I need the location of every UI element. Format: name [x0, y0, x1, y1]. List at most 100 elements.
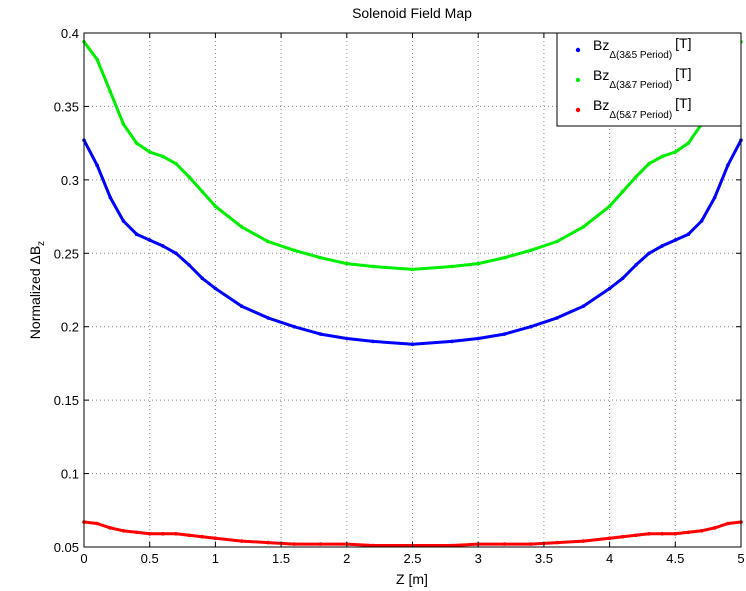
data-point [620, 276, 625, 281]
data-point [686, 530, 691, 535]
data-point [660, 244, 664, 248]
data-point [712, 195, 717, 200]
data-point [555, 239, 559, 244]
y-tick-label: 0.35 [54, 99, 79, 114]
data-point [95, 163, 99, 167]
data-point [634, 175, 638, 179]
legend: BzΔ(3&5 Period)[T] BzΔ(3&7 Period)[T] BzΔ(… [556, 32, 742, 127]
y-tick-label: 0.3 [61, 173, 79, 188]
data-point [371, 264, 375, 269]
y-tick-label: 0.1 [61, 467, 79, 482]
data-point [292, 542, 297, 546]
y-tick-label: 0.15 [54, 393, 79, 408]
data-point [450, 339, 454, 344]
data-point [686, 232, 691, 236]
x-tick-label: 3.5 [535, 551, 553, 566]
data-point [95, 521, 99, 526]
data-point [292, 248, 297, 253]
legend-entry: BzΔ(5&7 Period)[T] [593, 95, 692, 121]
x-tick-label: 4 [606, 551, 613, 566]
data-point [200, 189, 205, 194]
x-tick-label: 0 [80, 551, 87, 566]
legend-box [556, 32, 742, 127]
data-point [239, 304, 244, 309]
data-point [161, 244, 165, 248]
series-layer [82, 40, 743, 548]
data-point [147, 532, 152, 536]
data-point [450, 543, 454, 548]
data-point [266, 239, 270, 244]
legend-marker [575, 77, 581, 83]
data-point [673, 532, 678, 536]
data-point [292, 324, 297, 329]
data-point [555, 540, 559, 545]
data-point [318, 332, 323, 336]
y-tick-label: 0.4 [61, 26, 79, 41]
data-point [266, 316, 270, 320]
x-tick-label: 1.5 [272, 551, 290, 566]
data-point [581, 225, 586, 229]
data-point [607, 286, 612, 291]
legend-marker [575, 107, 581, 113]
data-point [371, 339, 375, 344]
data-point [726, 521, 730, 526]
data-point [634, 263, 638, 267]
chart-title: Solenoid Field Map [352, 5, 472, 21]
data-point [581, 304, 586, 309]
data-point [345, 336, 349, 341]
data-point [476, 261, 481, 266]
data-point [699, 529, 704, 533]
y-tick-label: 0.2 [61, 320, 79, 335]
legend-entry: BzΔ(3&5 Period)[T] [593, 35, 692, 61]
data-point [134, 141, 139, 145]
data-point [174, 251, 178, 256]
data-point [529, 324, 533, 329]
data-point [318, 542, 323, 546]
data-point [371, 543, 375, 548]
data-point [213, 286, 218, 291]
x-tick-labels: 0 0.5 1 1.5 2 2.5 3 3.5 4 4.5 5 [80, 551, 744, 566]
grid [84, 33, 741, 547]
data-point [502, 542, 507, 546]
data-point [134, 232, 139, 236]
y-tick-label: 0.05 [54, 540, 79, 555]
data-point [200, 534, 205, 539]
data-point [712, 526, 717, 530]
x-tick-label: 1 [212, 551, 219, 566]
data-point [147, 238, 152, 242]
data-point [187, 263, 191, 267]
data-point [134, 530, 139, 535]
x-tick-label: 3 [475, 551, 482, 566]
data-point [555, 316, 559, 320]
data-point [410, 342, 415, 347]
data-point [121, 219, 126, 223]
data-point [121, 122, 126, 126]
data-point [647, 532, 651, 536]
data-point [607, 536, 612, 540]
data-point [634, 533, 638, 538]
data-point [121, 529, 126, 533]
data-point [108, 195, 113, 200]
data-point [213, 536, 218, 540]
data-point [108, 526, 113, 530]
data-point [187, 175, 191, 179]
data-point [607, 204, 612, 209]
data-point [318, 255, 323, 260]
y-axis-label-subscript: z [36, 241, 47, 246]
data-point [726, 163, 730, 167]
data-point [673, 150, 678, 154]
axis-ticks [83, 32, 742, 548]
data-point [161, 154, 165, 159]
x-tick-label: 2.5 [403, 551, 421, 566]
data-point [620, 534, 625, 539]
legend-marker [575, 47, 581, 53]
data-point [699, 219, 704, 223]
data-point [147, 150, 152, 154]
data-point [266, 540, 270, 545]
data-point [200, 276, 205, 281]
data-point [239, 539, 244, 543]
data-point [502, 255, 507, 260]
x-tick-label: 4.5 [666, 551, 684, 566]
y-tick-labels: 0.05 0.1 0.15 0.2 0.25 0.3 0.35 0.4 [54, 26, 79, 555]
